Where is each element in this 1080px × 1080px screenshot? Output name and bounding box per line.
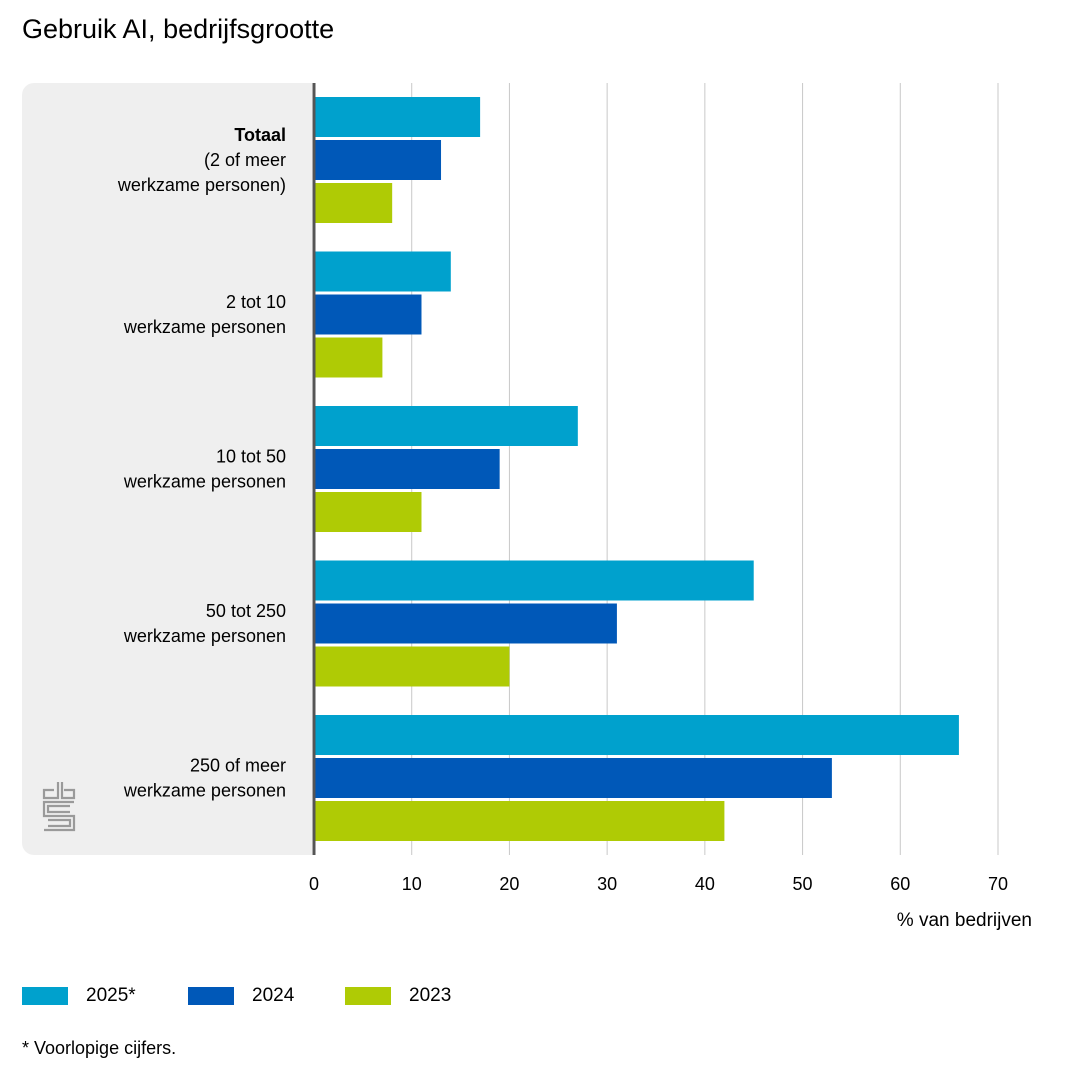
footnote: * Voorlopige cijfers.: [22, 1038, 177, 1058]
x-tick-label: 20: [499, 874, 519, 894]
legend-label: 2023: [409, 985, 452, 1006]
x-tick-label: 50: [793, 874, 813, 894]
category-label: werkzame personen: [123, 626, 286, 646]
legend-item: 2025*: [22, 984, 136, 1008]
bar-2023-cat3: [314, 646, 510, 687]
bar-2024-cat1: [314, 294, 422, 335]
category-label: werkzame personen: [123, 317, 286, 337]
category-label-panel: [22, 83, 312, 855]
category-label: 50 tot 250: [206, 601, 286, 621]
cbs-logo-icon: [42, 782, 76, 832]
bar-2025-cat4: [314, 715, 959, 755]
bar-2024-cat0: [314, 140, 442, 180]
x-tick-label: 60: [890, 874, 910, 894]
bar-2024-cat4: [314, 758, 832, 798]
bar-2023-cat2: [314, 492, 422, 532]
category-label: 250 of meer: [190, 756, 286, 776]
x-tick-label: 10: [402, 874, 422, 894]
legend-item: 2023: [345, 984, 451, 1008]
bar-2025-cat2: [314, 406, 578, 446]
category-label: werkzame personen: [123, 472, 286, 492]
x-tick-label: 70: [988, 874, 1008, 894]
x-tick-label: 30: [597, 874, 617, 894]
legend-item: 2024: [188, 984, 294, 1008]
bar-2025-cat3: [314, 560, 754, 601]
x-tick-label: 0: [309, 874, 319, 894]
chart-title: Gebruik AI, bedrijfsgrootte: [22, 14, 335, 44]
legend-label: 2025*: [86, 985, 136, 1006]
category-label: (2 of meer: [204, 150, 286, 170]
bar-2023-cat1: [314, 337, 383, 378]
legend-swatch: [188, 987, 234, 1005]
x-axis-title: % van bedrijven: [897, 910, 1032, 931]
legend-swatch: [345, 987, 391, 1005]
category-label: 10 tot 50: [216, 447, 286, 467]
category-label: werkzame personen: [123, 781, 286, 801]
bar-2024-cat2: [314, 449, 500, 489]
category-label: 2 tot 10: [226, 292, 286, 312]
legend-label: 2024: [252, 985, 295, 1006]
bar-2023-cat4: [314, 801, 725, 841]
category-label: Totaal: [234, 125, 286, 145]
bar-2025-cat0: [314, 97, 481, 137]
legend-swatch: [22, 987, 68, 1005]
bar-2025-cat1: [314, 251, 451, 292]
x-tick-label: 40: [695, 874, 715, 894]
category-label: werkzame personen): [117, 175, 286, 195]
bar-2024-cat3: [314, 603, 617, 644]
bar-2023-cat0: [314, 183, 393, 223]
